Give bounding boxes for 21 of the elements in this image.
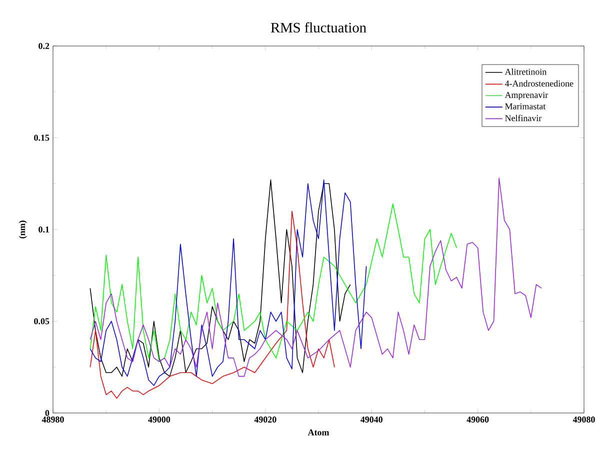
x-axis-title: Atom	[308, 429, 330, 436]
y-axis-title: (nm)	[18, 220, 27, 238]
x-tick-label: 49080	[572, 416, 595, 423]
legend-label: Alitretinoin	[504, 68, 546, 75]
legend-label: Nelfinavir	[505, 114, 542, 122]
x-tick-label: 49000	[148, 416, 170, 423]
line-series	[90, 178, 542, 377]
x-tick-label: 48980	[42, 416, 64, 423]
x-tick-label: 49060	[466, 416, 489, 423]
y-tick-label: 0.1	[38, 226, 50, 233]
x-tick-label: 49020	[254, 416, 276, 423]
legend-label: Amprenavir	[504, 92, 548, 100]
x-tick-label: 49040	[360, 416, 382, 423]
y-tick-label: 0.05	[34, 318, 50, 324]
legend-label: Marimastat	[505, 103, 546, 110]
legend-label: 4-Androstenedione	[504, 80, 574, 87]
chart-title: RMS fluctuation	[270, 22, 366, 33]
y-tick-label: 0	[45, 410, 50, 416]
line-series	[90, 203, 457, 362]
y-tick-label: 0.15	[34, 134, 50, 141]
y-tick-label: 0.2	[38, 42, 50, 50]
